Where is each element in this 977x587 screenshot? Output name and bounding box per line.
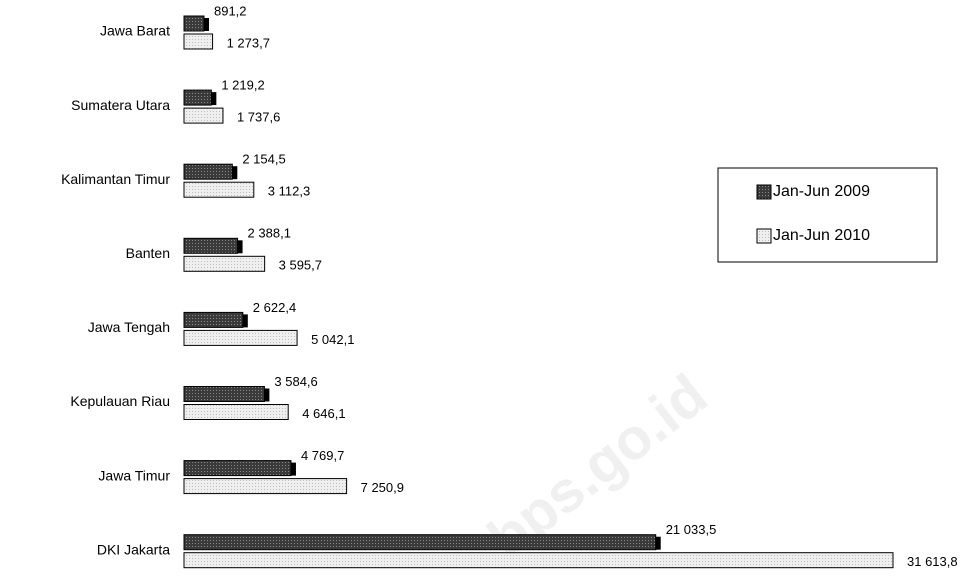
bar [183,15,205,32]
category-label: DKI Jakarta [97,541,170,557]
bar [183,534,657,551]
bar [183,255,266,272]
bar-shadow [210,92,217,106]
value-label: 1 219,2 [221,78,264,93]
bar [183,89,212,106]
bar-shadow [231,166,238,180]
bar [183,460,292,477]
bar-shadow [241,314,248,328]
value-label: 891,2 [214,3,247,18]
bar [183,552,894,569]
value-label: 21 033,5 [666,522,717,537]
category-label: Banten [126,245,170,261]
category-label: Jawa Timur [98,467,170,483]
value-label: 2 622,4 [253,300,296,315]
category-label: Sumatera Utara [71,97,170,113]
category-label: Kepulauan Riau [70,393,170,409]
value-label: 1 737,6 [237,110,280,125]
bar [183,311,244,328]
bar [183,237,239,254]
value-label: 31 613,8 [907,554,958,569]
legend-swatch [756,184,772,200]
bar [183,33,214,50]
value-label: 7 250,9 [361,480,404,495]
bar [183,478,348,495]
value-label: 3 584,6 [274,374,317,389]
bar-shadow [289,462,296,476]
category-label: Jawa Tengah [88,319,170,335]
bar-shadow [236,240,243,254]
legend-label: Jan-Jun 2009 [773,183,870,200]
bar [183,107,224,124]
bar-shadow [654,536,661,550]
bar [183,329,298,346]
value-label: 4 646,1 [302,406,345,421]
bar-shadow [202,18,209,31]
value-label: 1 273,7 [227,35,270,50]
category-label: Kalimantan Timur [61,171,170,187]
legend-label: Jan-Jun 2010 [773,227,870,244]
value-label: 3 112,3 [268,184,310,199]
value-label: 2 154,5 [242,152,285,167]
value-label: 3 595,7 [279,258,322,273]
bar [183,404,289,420]
legend-swatch [756,228,772,244]
value-label: 5 042,1 [311,332,354,347]
legend-box [717,167,938,263]
bar [183,163,233,180]
value-label: 4 769,7 [301,448,344,463]
value-label: 2 388,1 [248,226,291,241]
bar-shadow [263,388,270,402]
bar [183,386,265,402]
category-label: Jawa Barat [100,23,170,39]
bar [183,181,255,198]
